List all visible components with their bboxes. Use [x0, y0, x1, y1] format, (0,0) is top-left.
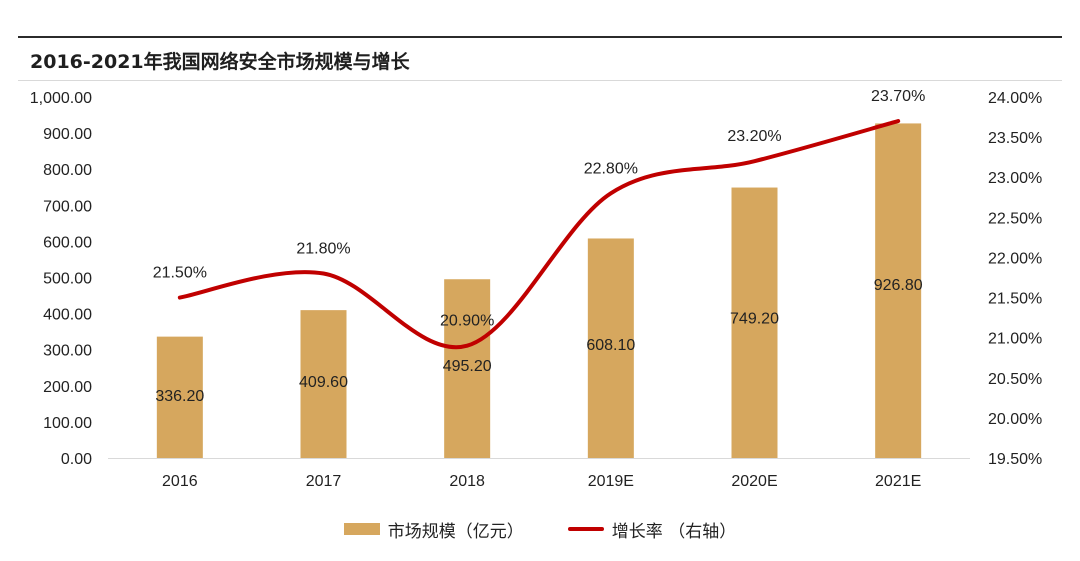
growth-rate-line [177, 119, 901, 350]
bar-value-label: 749.20 [730, 310, 779, 327]
left-tick-label: 400.00 [43, 307, 92, 324]
legend-swatch-bar [343, 523, 380, 535]
left-tick-label: 900.00 [43, 126, 92, 143]
bar-value-label: 409.60 [299, 374, 348, 391]
bar [875, 123, 922, 458]
legend-label-line: 增长率 （右轴） [611, 521, 737, 542]
left-axis: 0.00 100.00 200.00 300.00 400.00 500.00 600.00… [30, 90, 92, 468]
x-axis: 2016 2017 2018 2019E 2020E 2021E [162, 473, 921, 490]
legend: 市场规模（亿元） 增长率 （右轴） [0, 514, 1080, 544]
bar-value-label: 336.20 [155, 388, 204, 405]
left-tick-label: 1,000.00 [30, 90, 92, 107]
right-tick-label: 22.00% [988, 250, 1042, 267]
legend-swatch-line [567, 527, 604, 531]
top-rule [18, 36, 1062, 38]
right-tick-label: 19.50% [988, 451, 1042, 468]
right-tick-label: 21.00% [988, 331, 1042, 348]
bar-value-label: 926.80 [874, 277, 923, 294]
rate-value-label: 20.90% [440, 313, 494, 330]
x-tick-label: 2020E [731, 473, 777, 490]
legend-item-bar: 市场规模（亿元） [343, 517, 524, 542]
x-tick-label: 2021E [875, 473, 921, 490]
line-labels: 21.50% 21.80% 20.90% 22.80% 23.20% 23.70% [153, 88, 926, 330]
rate-value-label: 23.70% [871, 88, 925, 105]
x-tick-label: 2017 [306, 473, 342, 490]
bar-series [156, 123, 922, 458]
chart-title: 2016-2021年我国网络安全市场规模与增长 [30, 51, 410, 73]
right-tick-label: 24.00% [988, 90, 1042, 107]
x-tick-label: 2016 [162, 473, 198, 490]
left-tick-label: 100.00 [43, 415, 92, 432]
bar [300, 310, 347, 458]
bar-value-label: 608.10 [586, 337, 635, 354]
bar [156, 336, 203, 458]
right-tick-label: 21.50% [988, 291, 1042, 308]
bar-value-label: 495.20 [443, 358, 492, 375]
legend-item-line: 增长率 （右轴） [567, 517, 737, 542]
left-tick-label: 800.00 [43, 162, 92, 179]
rate-value-label: 21.80% [296, 240, 350, 257]
bar-labels: 336.20 409.60 495.20 608.10 749.20 926.80 [155, 277, 922, 405]
bar [587, 238, 634, 458]
right-tick-label: 23.50% [988, 130, 1042, 147]
right-tick-label: 22.50% [988, 210, 1042, 227]
left-tick-label: 500.00 [43, 271, 92, 288]
left-tick-label: 600.00 [43, 234, 92, 251]
rate-value-label: 23.20% [727, 128, 781, 145]
rate-value-label: 22.80% [584, 160, 638, 177]
bar [731, 187, 778, 458]
left-tick-label: 700.00 [43, 198, 92, 215]
right-axis: 19.50% 20.00% 20.50% 21.00% 21.50% 22.00% 22.5… [988, 90, 1042, 468]
bar [444, 279, 491, 458]
left-tick-label: 0.00 [61, 451, 92, 468]
left-tick-label: 200.00 [43, 379, 92, 396]
x-tick-label: 2019E [588, 473, 634, 490]
right-tick-label: 23.00% [988, 170, 1042, 187]
x-tick-label: 2018 [449, 473, 485, 490]
left-tick-label: 300.00 [43, 343, 92, 360]
rate-value-label: 21.50% [153, 265, 207, 282]
right-tick-label: 20.50% [988, 371, 1042, 388]
title-divider [18, 80, 1062, 81]
legend-label-bar: 市场规模（亿元） [387, 521, 524, 542]
right-tick-label: 20.00% [988, 411, 1042, 428]
